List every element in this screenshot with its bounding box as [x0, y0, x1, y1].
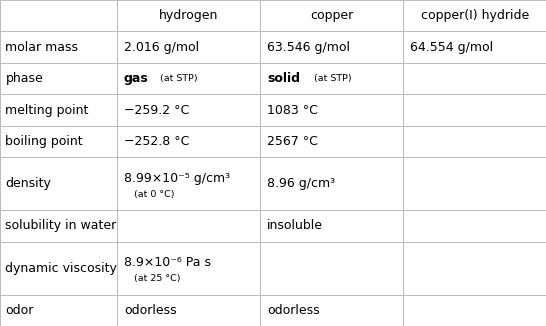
Text: gas: gas	[124, 72, 149, 85]
Bar	[0, 0, 117, 31]
Bar	[117, 210, 260, 242]
Text: odorless: odorless	[267, 304, 319, 317]
Text: (at 0 °C): (at 0 °C)	[134, 190, 174, 199]
Text: −252.8 °C: −252.8 °C	[124, 135, 189, 148]
Bar	[117, 242, 260, 295]
Bar	[403, 63, 546, 94]
Text: −259.2 °C: −259.2 °C	[124, 104, 189, 117]
Bar	[260, 94, 403, 126]
Text: (at 25 °C): (at 25 °C)	[134, 274, 180, 283]
Bar	[0, 242, 117, 295]
Bar	[117, 157, 260, 210]
Bar	[0, 295, 117, 326]
Text: (at STP): (at STP)	[160, 74, 198, 83]
Bar	[117, 94, 260, 126]
Text: phase: phase	[5, 72, 43, 85]
Bar	[117, 126, 260, 157]
Bar	[117, 0, 260, 31]
Text: melting point: melting point	[5, 104, 89, 117]
Bar	[260, 0, 403, 31]
Text: solid: solid	[267, 72, 300, 85]
Bar	[260, 126, 403, 157]
Bar	[403, 31, 546, 63]
Text: (at STP): (at STP)	[314, 74, 352, 83]
Bar	[0, 126, 117, 157]
Bar	[0, 94, 117, 126]
Bar	[0, 157, 117, 210]
Bar	[117, 63, 260, 94]
Text: 8.96 g/cm³: 8.96 g/cm³	[267, 177, 335, 190]
Text: boiling point: boiling point	[5, 135, 83, 148]
Text: 2567 °C: 2567 °C	[267, 135, 318, 148]
Bar	[403, 242, 546, 295]
Bar	[403, 94, 546, 126]
Text: molar mass: molar mass	[5, 41, 79, 54]
Bar	[403, 210, 546, 242]
Bar	[260, 242, 403, 295]
Text: solubility in water: solubility in water	[5, 219, 117, 232]
Text: 8.99×10⁻⁵ g/cm³: 8.99×10⁻⁵ g/cm³	[124, 172, 230, 185]
Text: odor: odor	[5, 304, 34, 317]
Text: 63.546 g/mol: 63.546 g/mol	[267, 41, 350, 54]
Bar	[403, 126, 546, 157]
Text: insoluble: insoluble	[267, 219, 323, 232]
Text: 2.016 g/mol: 2.016 g/mol	[124, 41, 199, 54]
Text: odorless: odorless	[124, 304, 176, 317]
Bar	[0, 31, 117, 63]
Bar	[260, 210, 403, 242]
Bar	[117, 31, 260, 63]
Text: density: density	[5, 177, 51, 190]
Bar	[260, 63, 403, 94]
Text: 1083 °C: 1083 °C	[267, 104, 318, 117]
Bar	[0, 63, 117, 94]
Bar	[260, 31, 403, 63]
Bar	[0, 210, 117, 242]
Bar	[117, 295, 260, 326]
Text: dynamic viscosity: dynamic viscosity	[5, 261, 117, 274]
Text: copper(I) hydride: copper(I) hydride	[420, 9, 529, 22]
Bar	[403, 157, 546, 210]
Text: copper: copper	[310, 9, 354, 22]
Text: hydrogen: hydrogen	[159, 9, 218, 22]
Bar	[403, 295, 546, 326]
Bar	[403, 0, 546, 31]
Text: 64.554 g/mol: 64.554 g/mol	[410, 41, 493, 54]
Bar	[260, 295, 403, 326]
Bar	[260, 157, 403, 210]
Text: 8.9×10⁻⁶ Pa s: 8.9×10⁻⁶ Pa s	[124, 256, 211, 269]
